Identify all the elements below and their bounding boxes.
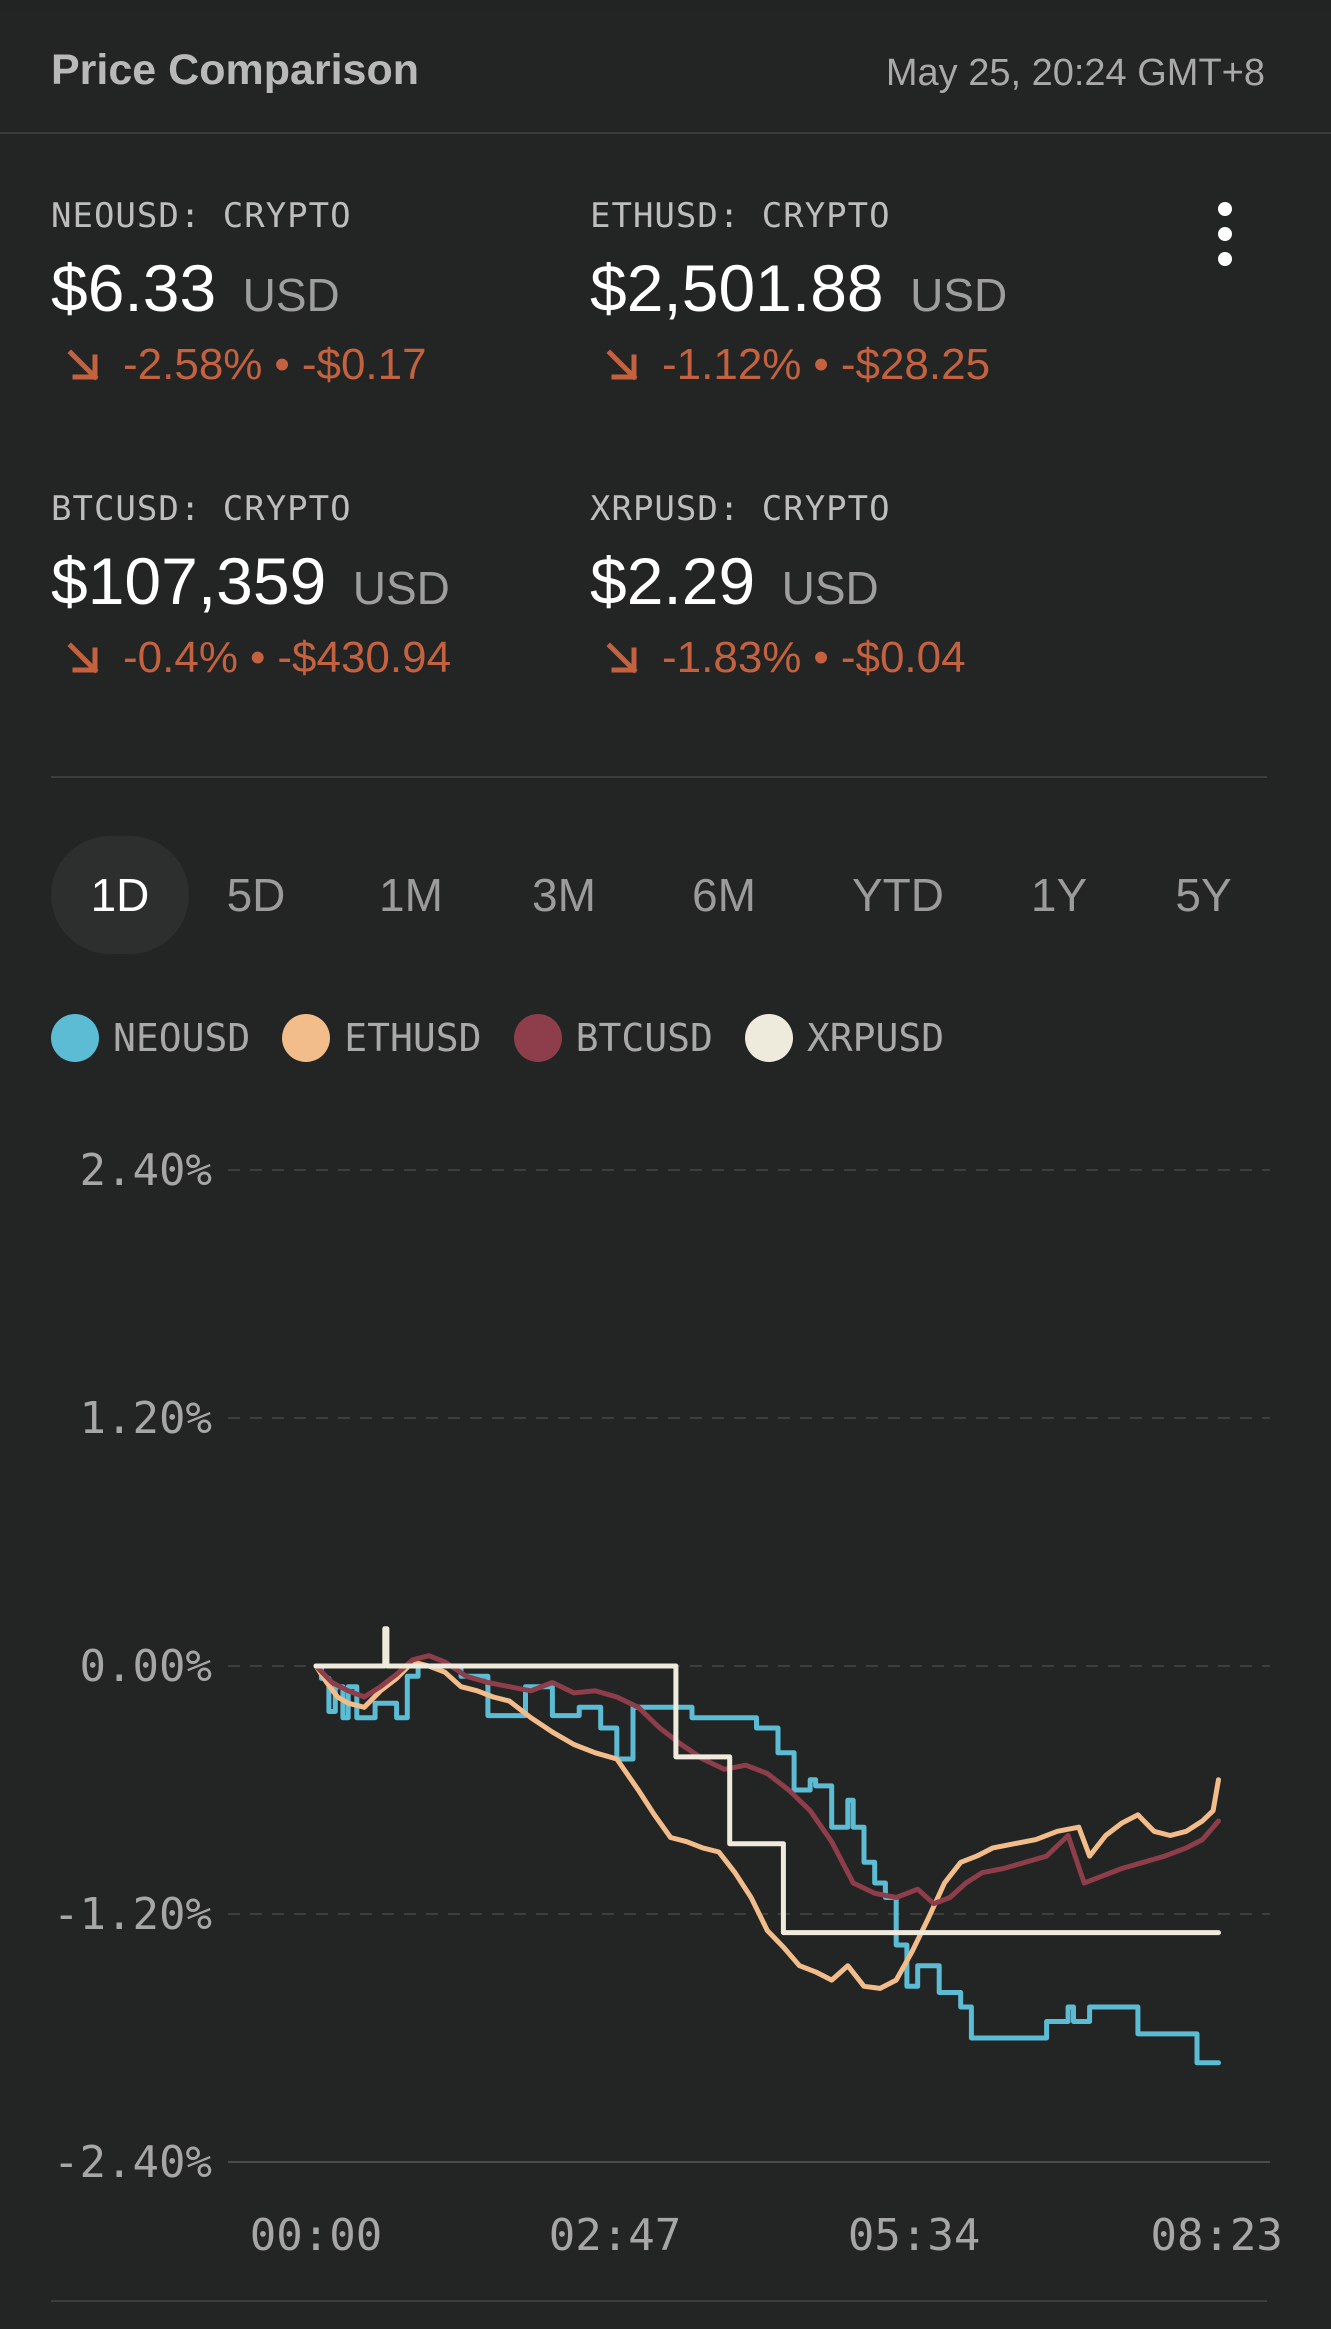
range-tab-5d[interactable]: 5D — [226, 869, 286, 921]
legend-label: BTCUSD — [575, 1016, 713, 1060]
ticker-change-abs: -$0.17 — [301, 340, 427, 389]
x-tick-label: 02:47 — [549, 2210, 681, 2261]
range-selector: 1D 5D 1M 3M 6M YTD 1Y 5Y — [51, 836, 1281, 954]
ticker-currency: USD — [242, 269, 340, 321]
legend-label: XRPUSD — [806, 1016, 945, 1060]
ticker-price: $2,501.88 — [590, 251, 884, 325]
more-vert-icon[interactable] — [1210, 202, 1240, 266]
ticker-symbol: BTCUSD: CRYPTO — [51, 489, 352, 529]
ticker-change: -1.83% • -$0.04 — [590, 633, 1110, 683]
series-line-ethusd — [313, 1659, 1221, 1991]
separator-dot: • — [813, 633, 829, 682]
ticker-btcusd[interactable]: BTCUSD: CRYPTO $107,359 USD -0.4% • -$43… — [51, 489, 571, 683]
chart-legend: NEOUSD ETHUSD BTCUSD XRPUSD — [51, 1010, 976, 1066]
y-tick-label: 0.00% — [80, 1641, 212, 1692]
legend-item-xrpusd[interactable]: XRPUSD — [744, 1014, 945, 1062]
ticker-price: $107,359 — [51, 544, 327, 618]
legend-item-ethusd[interactable]: ETHUSD — [282, 1014, 482, 1062]
separator-dot: • — [813, 340, 829, 389]
y-tick-label: -1.20% — [53, 1889, 212, 1940]
ticker-currency: USD — [910, 269, 1008, 321]
price-chart[interactable]: 2.40% 1.20% 0.00% -1.20% -2.40% 00:00 02:47 05:… — [0, 1110, 1331, 2310]
page-title: Price Comparison — [51, 46, 419, 94]
legend-label: NEOUSD — [113, 1016, 251, 1060]
legend-item-btcusd[interactable]: BTCUSD — [513, 1014, 713, 1062]
legend-swatch — [282, 1014, 331, 1062]
ticker-change-pct: -1.12% — [662, 340, 802, 389]
range-tab-ytd[interactable]: YTD — [852, 869, 944, 921]
ticker-neousd[interactable]: NEOUSD: CRYPTO $6.33 USD -2.58% • -$0.17 — [51, 196, 571, 390]
legend-label: ETHUSD — [344, 1016, 482, 1060]
ticker-symbol: XRPUSD: CRYPTO — [590, 489, 891, 529]
range-tab-1m[interactable]: 1M — [379, 869, 443, 921]
ticker-ethusd[interactable]: ETHUSD: CRYPTO $2,501.88 USD -1.12% • -$… — [590, 196, 1110, 390]
x-tick-label: 05:34 — [848, 2210, 980, 2261]
timestamp: May 25, 20:24 GMT+8 — [885, 52, 1265, 94]
ticker-currency: USD — [781, 562, 879, 614]
ticker-change: -1.12% • -$28.25 — [590, 340, 1110, 390]
range-tab-1y[interactable]: 1Y — [1030, 869, 1088, 921]
separator-dot: • — [274, 340, 290, 389]
x-tick-label: 00:00 — [250, 2210, 382, 2261]
ticker-price: $6.33 — [51, 251, 217, 325]
series-line-btcusd — [313, 1653, 1221, 1907]
arrow-down-right-icon — [606, 349, 638, 381]
y-tick-label: 1.20% — [80, 1393, 212, 1444]
range-tab-1d[interactable]: 1D — [51, 836, 189, 954]
range-tab-3m[interactable]: 3M — [532, 869, 596, 921]
ticker-change: -0.4% • -$430.94 — [51, 633, 571, 683]
ticker-change-pct: -0.4% — [123, 633, 238, 682]
legend-swatch — [51, 1014, 99, 1062]
header: Price Comparison May 25, 20:24 GMT+8 — [0, 12, 1331, 134]
section-divider — [51, 776, 1267, 778]
ticker-change-abs: -$28.25 — [840, 340, 991, 389]
ticker-xrpusd[interactable]: XRPUSD: CRYPTO $2.29 USD -1.83% • -$0.04 — [590, 489, 1110, 683]
ticker-change: -2.58% • -$0.17 — [51, 340, 571, 390]
range-tab-6m[interactable]: 6M — [692, 869, 756, 921]
legend-item-neousd[interactable]: NEOUSD — [51, 1014, 250, 1062]
series-line-neousd — [313, 1663, 1221, 2066]
ticker-symbol: NEOUSD: CRYPTO — [51, 196, 352, 236]
ticker-symbol: ETHUSD: CRYPTO — [590, 196, 891, 236]
y-tick-label: -2.40% — [53, 2137, 212, 2188]
legend-swatch — [744, 1014, 793, 1062]
ticker-change-abs: -$0.04 — [840, 633, 966, 682]
ticker-change-pct: -2.58% — [123, 340, 263, 389]
arrow-down-right-icon — [67, 349, 99, 381]
arrow-down-right-icon — [67, 642, 99, 674]
series-line-xrpusd — [313, 1626, 1221, 1936]
range-tab-5y[interactable]: 5Y — [1175, 869, 1232, 921]
bottom-divider — [51, 2300, 1267, 2302]
legend-swatch — [513, 1014, 562, 1062]
arrow-down-right-icon — [606, 642, 638, 674]
ticker-change-pct: -1.83% — [662, 633, 802, 682]
y-tick-label: 2.40% — [80, 1145, 212, 1196]
ticker-currency: USD — [352, 562, 450, 614]
ticker-change-abs: -$430.94 — [277, 633, 452, 682]
ticker-price: $2.29 — [590, 544, 756, 618]
separator-dot: • — [249, 633, 266, 682]
x-tick-label: 08:23 — [1150, 2210, 1282, 2261]
